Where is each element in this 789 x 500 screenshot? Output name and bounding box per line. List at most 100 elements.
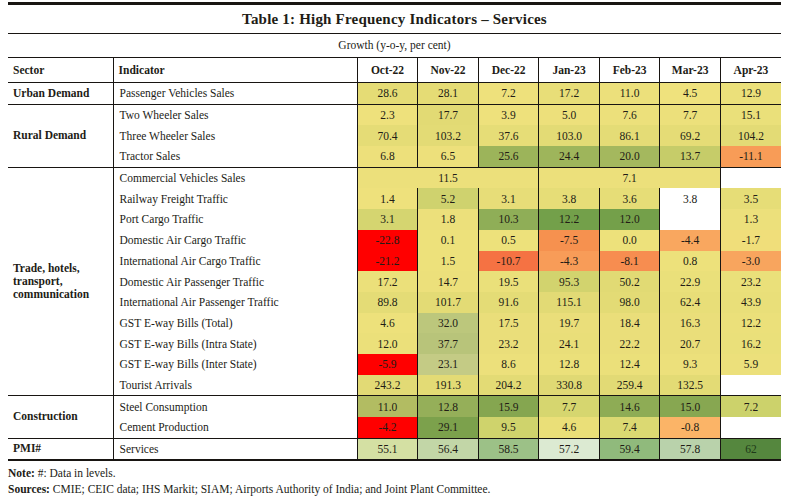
indicator-cell: Three Wheeler Sales <box>113 125 357 146</box>
sector-cell: PMI# <box>8 438 113 460</box>
value-cell: 24.1 <box>539 333 600 354</box>
value-cell: -4.3 <box>539 251 600 272</box>
value-cell: 56.4 <box>418 438 479 460</box>
indicator-cell: International Air Passenger Traffic <box>113 292 357 313</box>
value-cell: 17.5 <box>478 313 539 334</box>
value-cell: 1.3 <box>720 209 781 230</box>
table-row: PMI#Services55.156.458.557.259.457.862 <box>8 438 781 460</box>
value-cell: 103.0 <box>539 125 600 146</box>
table-row: International Air Passenger Traffic89.81… <box>8 292 781 313</box>
indicator-cell: Port Cargo Traffic <box>113 209 357 230</box>
indicator-cell: Domestic Air Passenger Traffic <box>113 271 357 292</box>
col-header-dec-22: Dec-22 <box>478 58 539 83</box>
value-cell: 12.0 <box>599 209 660 230</box>
value-cell: 103.2 <box>418 125 479 146</box>
value-cell: 37.6 <box>478 125 539 146</box>
value-cell: 12.2 <box>720 313 781 334</box>
value-cell: 22.2 <box>599 333 660 354</box>
value-cell: 24.4 <box>539 146 600 167</box>
value-cell: -11.1 <box>720 146 781 167</box>
sources-text: CMIE; CEIC data; IHS Markit; SIAM; Airpo… <box>50 483 491 495</box>
value-cell: 32.0 <box>418 313 479 334</box>
value-cell: 17.2 <box>539 83 600 105</box>
value-cell: 62.4 <box>660 292 721 313</box>
value-cell: 91.6 <box>478 292 539 313</box>
value-cell: 2.3 <box>357 104 418 125</box>
value-cell: 132.5 <box>660 375 721 396</box>
value-cell: 14.6 <box>599 396 660 417</box>
table-row: Urban DemandPassenger Vehicles Sales28.6… <box>8 83 781 105</box>
sector-cell: Urban Demand <box>8 83 113 105</box>
value-cell: 12.2 <box>539 209 600 230</box>
value-cell: 5.9 <box>720 354 781 375</box>
value-cell: 20.0 <box>599 146 660 167</box>
table-row: GST E-way Bills (Inter State)-5.923.18.6… <box>8 354 781 375</box>
value-cell <box>660 209 721 230</box>
col-header-feb-23: Feb-23 <box>599 58 660 83</box>
value-cell: 57.2 <box>539 438 600 460</box>
value-cell: 11.5 <box>357 167 539 188</box>
value-cell: 17.7 <box>418 104 479 125</box>
value-cell: 0.1 <box>418 230 479 251</box>
col-header-apr-23: Apr-23 <box>720 58 781 83</box>
value-cell: 23.2 <box>478 333 539 354</box>
indicator-cell: Tourist Arrivals <box>113 375 357 396</box>
value-cell: 3.8 <box>660 188 721 209</box>
value-cell: 29.1 <box>418 417 479 438</box>
value-cell: 69.2 <box>660 125 721 146</box>
value-cell: 0.8 <box>660 251 721 272</box>
value-cell: -4.2 <box>357 417 418 438</box>
value-cell: 191.3 <box>418 375 479 396</box>
value-cell: 101.7 <box>418 292 479 313</box>
value-cell: 59.4 <box>599 438 660 460</box>
value-cell: 22.9 <box>660 271 721 292</box>
indicator-cell: International Air Cargo Traffic <box>113 251 357 272</box>
value-cell: 98.0 <box>599 292 660 313</box>
value-cell: 23.2 <box>720 271 781 292</box>
value-cell: 5.0 <box>539 104 600 125</box>
indicator-cell: Two Wheeler Sales <box>113 104 357 125</box>
value-cell: 19.7 <box>539 313 600 334</box>
value-cell: 3.1 <box>478 188 539 209</box>
value-cell: 104.2 <box>720 125 781 146</box>
table-row: GST E-way Bills (Intra State)12.037.723.… <box>8 333 781 354</box>
value-cell: 25.6 <box>478 146 539 167</box>
indicator-cell: Services <box>113 438 357 460</box>
value-cell: 12.8 <box>418 396 479 417</box>
value-cell: 330.8 <box>539 375 600 396</box>
value-cell: -10.7 <box>478 251 539 272</box>
indicator-cell: Tractor Sales <box>113 146 357 167</box>
value-cell: 6.8 <box>357 146 418 167</box>
value-cell: -7.5 <box>539 230 600 251</box>
value-cell: 58.5 <box>478 438 539 460</box>
table-subtitle: Growth (y-o-y, per cent) <box>8 34 781 57</box>
value-cell: 5.2 <box>418 188 479 209</box>
value-cell: 1.4 <box>357 188 418 209</box>
table-row: Rural DemandTwo Wheeler Sales2.317.73.95… <box>8 104 781 125</box>
col-header-indicator: Indicator <box>113 58 357 83</box>
value-cell: 18.4 <box>599 313 660 334</box>
value-cell: 3.9 <box>478 104 539 125</box>
value-cell: 16.2 <box>720 333 781 354</box>
high-frequency-indicators-table: Sector Indicator Oct-22 Nov-22 Dec-22 Ja… <box>8 57 781 461</box>
value-cell: 89.8 <box>357 292 418 313</box>
value-cell: 3.1 <box>357 209 418 230</box>
indicator-cell: Domestic Air Cargo Traffic <box>113 230 357 251</box>
value-cell: 8.6 <box>478 354 539 375</box>
value-cell: 10.3 <box>478 209 539 230</box>
value-cell: 12.0 <box>357 333 418 354</box>
value-cell: -4.4 <box>660 230 721 251</box>
value-cell: -1.7 <box>720 230 781 251</box>
value-cell: 43.9 <box>720 292 781 313</box>
table-row: Railway Freight Traffic1.45.23.13.83.63.… <box>8 188 781 209</box>
sources-label: Sources: <box>8 483 50 495</box>
sector-cell: Trade, hotels, transport, communication <box>8 167 113 396</box>
value-cell: 7.2 <box>720 396 781 417</box>
value-cell: 6.5 <box>418 146 479 167</box>
table-row: Port Cargo Traffic3.11.810.312.212.01.3 <box>8 209 781 230</box>
value-cell: 15.9 <box>478 396 539 417</box>
value-cell: 12.8 <box>539 354 600 375</box>
table-footnotes: Note: #: Data in levels. Sources: CMIE; … <box>8 461 781 496</box>
value-cell: 20.7 <box>660 333 721 354</box>
value-cell: 95.3 <box>539 271 600 292</box>
